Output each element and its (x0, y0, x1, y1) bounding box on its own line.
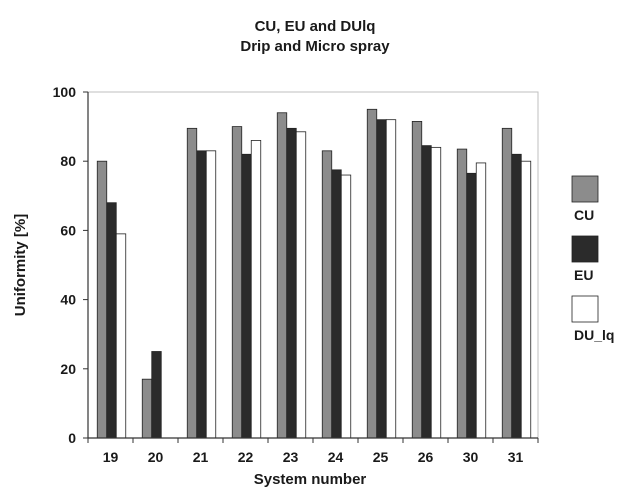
x-tick-label: 26 (418, 449, 434, 465)
bar-cu-21 (186, 127, 198, 439)
bar-du_lq-24 (340, 174, 352, 439)
x-tick-label: 23 (283, 449, 299, 465)
bar-cu-23 (276, 112, 288, 439)
x-tick-label: 22 (238, 449, 254, 465)
legend-label-eu: EU (574, 267, 593, 283)
bar-eu-25 (376, 119, 387, 439)
bar-eu-24 (331, 169, 342, 439)
bar-eu-30 (466, 172, 477, 439)
y-tick-label: 80 (60, 153, 76, 169)
y-tick-label: 100 (53, 84, 77, 100)
bar-eu-26 (421, 145, 432, 439)
y-tick-label: 20 (60, 361, 76, 377)
bar-cu-25 (366, 108, 378, 439)
bar-du_lq-25 (385, 119, 397, 439)
x-tick-label: 31 (508, 449, 524, 465)
x-tick-label: 19 (103, 449, 119, 465)
legend-swatch-cu (571, 175, 599, 203)
bar-cu-31 (501, 127, 513, 439)
legend-label-du_lq: DU_lq (574, 327, 614, 343)
bar-eu-31 (511, 153, 522, 439)
bar-du_lq-22 (250, 140, 262, 439)
bar-cu-30 (456, 148, 468, 439)
chart-subtitle: Drip and Micro spray (240, 38, 390, 55)
bar-cu-22 (231, 126, 243, 439)
bar-du_lq-30 (475, 162, 487, 439)
y-axis-label: Uniformity [%] (12, 214, 29, 317)
x-axis-label: System number (254, 471, 367, 488)
bar-cu-20 (141, 378, 153, 439)
legend-swatch-eu (571, 235, 599, 263)
x-tick-label: 30 (463, 449, 479, 465)
x-tick-label: 20 (148, 449, 164, 465)
bar-eu-19 (106, 202, 117, 439)
bar-eu-21 (196, 150, 207, 439)
chart-title: CU, EU and DUlq (254, 18, 376, 35)
legend: CU EU DU_lq (571, 175, 614, 343)
bar-cu-24 (321, 150, 333, 439)
bar-du_lq-21 (205, 150, 217, 439)
y-tick-label: 60 (60, 222, 76, 238)
bar-du_lq-26 (430, 146, 442, 439)
legend-swatch-du_lq (571, 295, 599, 323)
x-tick-label: 24 (328, 449, 344, 465)
bar-eu-23 (286, 127, 297, 439)
bar-cu-19 (96, 160, 108, 439)
x-tick-label: 21 (193, 449, 209, 465)
bar-du_lq-31 (520, 160, 532, 439)
y-tick-label: 40 (60, 292, 76, 308)
bar-eu-20 (151, 351, 162, 439)
legend-label-cu: CU (574, 207, 594, 223)
bar-eu-22 (241, 153, 252, 439)
y-tick-label: 0 (68, 430, 76, 446)
bar-du_lq-23 (295, 131, 307, 439)
bar-du_lq-19 (115, 233, 127, 439)
x-tick-label: 25 (373, 449, 389, 465)
bar-cu-26 (411, 121, 423, 439)
